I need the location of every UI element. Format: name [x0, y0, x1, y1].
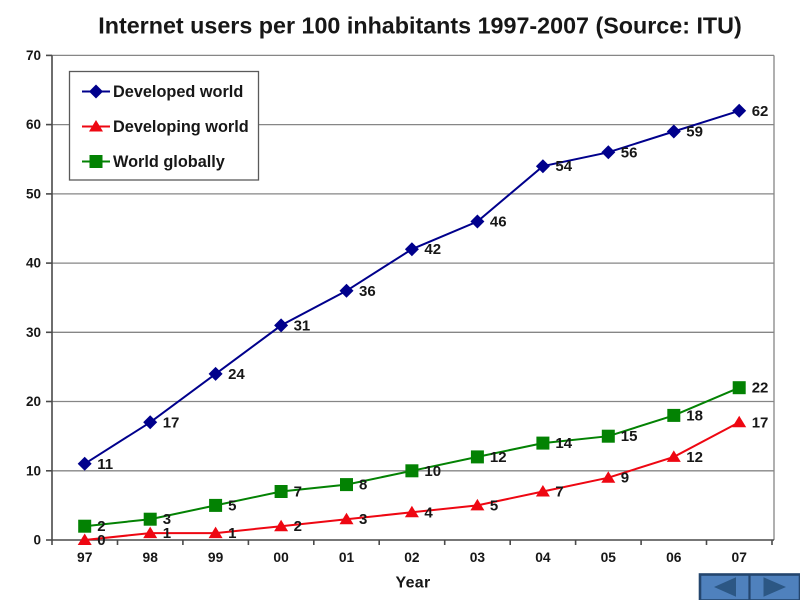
svg-text:46: 46 — [490, 214, 507, 231]
svg-text:Developing world: Developing world — [113, 118, 249, 136]
svg-text:04: 04 — [535, 550, 551, 565]
svg-text:7: 7 — [555, 484, 563, 501]
svg-text:15: 15 — [621, 428, 638, 445]
svg-text:1: 1 — [228, 525, 236, 542]
svg-text:0: 0 — [33, 533, 41, 548]
svg-text:5: 5 — [490, 497, 498, 514]
svg-text:5: 5 — [228, 497, 236, 514]
svg-text:7: 7 — [294, 484, 302, 501]
svg-text:20: 20 — [26, 394, 41, 409]
svg-text:12: 12 — [686, 449, 703, 466]
svg-text:54: 54 — [555, 158, 572, 175]
svg-text:60: 60 — [26, 117, 41, 132]
svg-text:30: 30 — [26, 325, 41, 340]
svg-text:59: 59 — [686, 124, 703, 141]
svg-text:10: 10 — [26, 463, 41, 478]
svg-text:2: 2 — [97, 518, 105, 535]
svg-text:24: 24 — [228, 366, 245, 383]
svg-text:0: 0 — [97, 532, 105, 549]
svg-text:3: 3 — [163, 511, 171, 528]
svg-text:4: 4 — [424, 504, 433, 521]
svg-text:02: 02 — [404, 550, 420, 565]
svg-text:42: 42 — [424, 241, 441, 258]
svg-text:07: 07 — [732, 550, 748, 565]
svg-text:8: 8 — [359, 477, 367, 494]
svg-text:18: 18 — [686, 407, 703, 424]
svg-text:62: 62 — [752, 103, 769, 120]
svg-text:36: 36 — [359, 283, 376, 300]
svg-text:00: 00 — [273, 550, 289, 565]
svg-text:9: 9 — [621, 470, 629, 487]
svg-text:11: 11 — [97, 456, 113, 473]
svg-text:10: 10 — [424, 463, 441, 480]
svg-text:Developed world: Developed world — [113, 83, 243, 101]
svg-text:World globally: World globally — [113, 153, 225, 171]
svg-text:14: 14 — [555, 435, 572, 452]
svg-text:40: 40 — [26, 256, 41, 271]
svg-text:06: 06 — [666, 550, 682, 565]
svg-text:70: 70 — [26, 48, 41, 63]
svg-text:31: 31 — [294, 317, 311, 334]
svg-text:99: 99 — [208, 550, 224, 565]
svg-text:2: 2 — [294, 518, 302, 535]
svg-text:50: 50 — [26, 187, 41, 202]
svg-text:12: 12 — [490, 449, 507, 466]
svg-text:Internet users per 100 inhabit: Internet users per 100 inhabitants 1997-… — [98, 13, 741, 39]
svg-text:03: 03 — [470, 550, 486, 565]
svg-text:01: 01 — [339, 550, 355, 565]
svg-text:Year: Year — [395, 575, 430, 592]
svg-text:17: 17 — [163, 414, 180, 431]
svg-text:22: 22 — [752, 380, 769, 397]
svg-text:98: 98 — [143, 550, 159, 565]
svg-text:05: 05 — [601, 550, 617, 565]
svg-text:56: 56 — [621, 144, 638, 161]
svg-text:3: 3 — [359, 511, 367, 528]
svg-text:1: 1 — [163, 525, 171, 542]
svg-text:17: 17 — [752, 414, 769, 431]
svg-text:97: 97 — [77, 550, 93, 565]
